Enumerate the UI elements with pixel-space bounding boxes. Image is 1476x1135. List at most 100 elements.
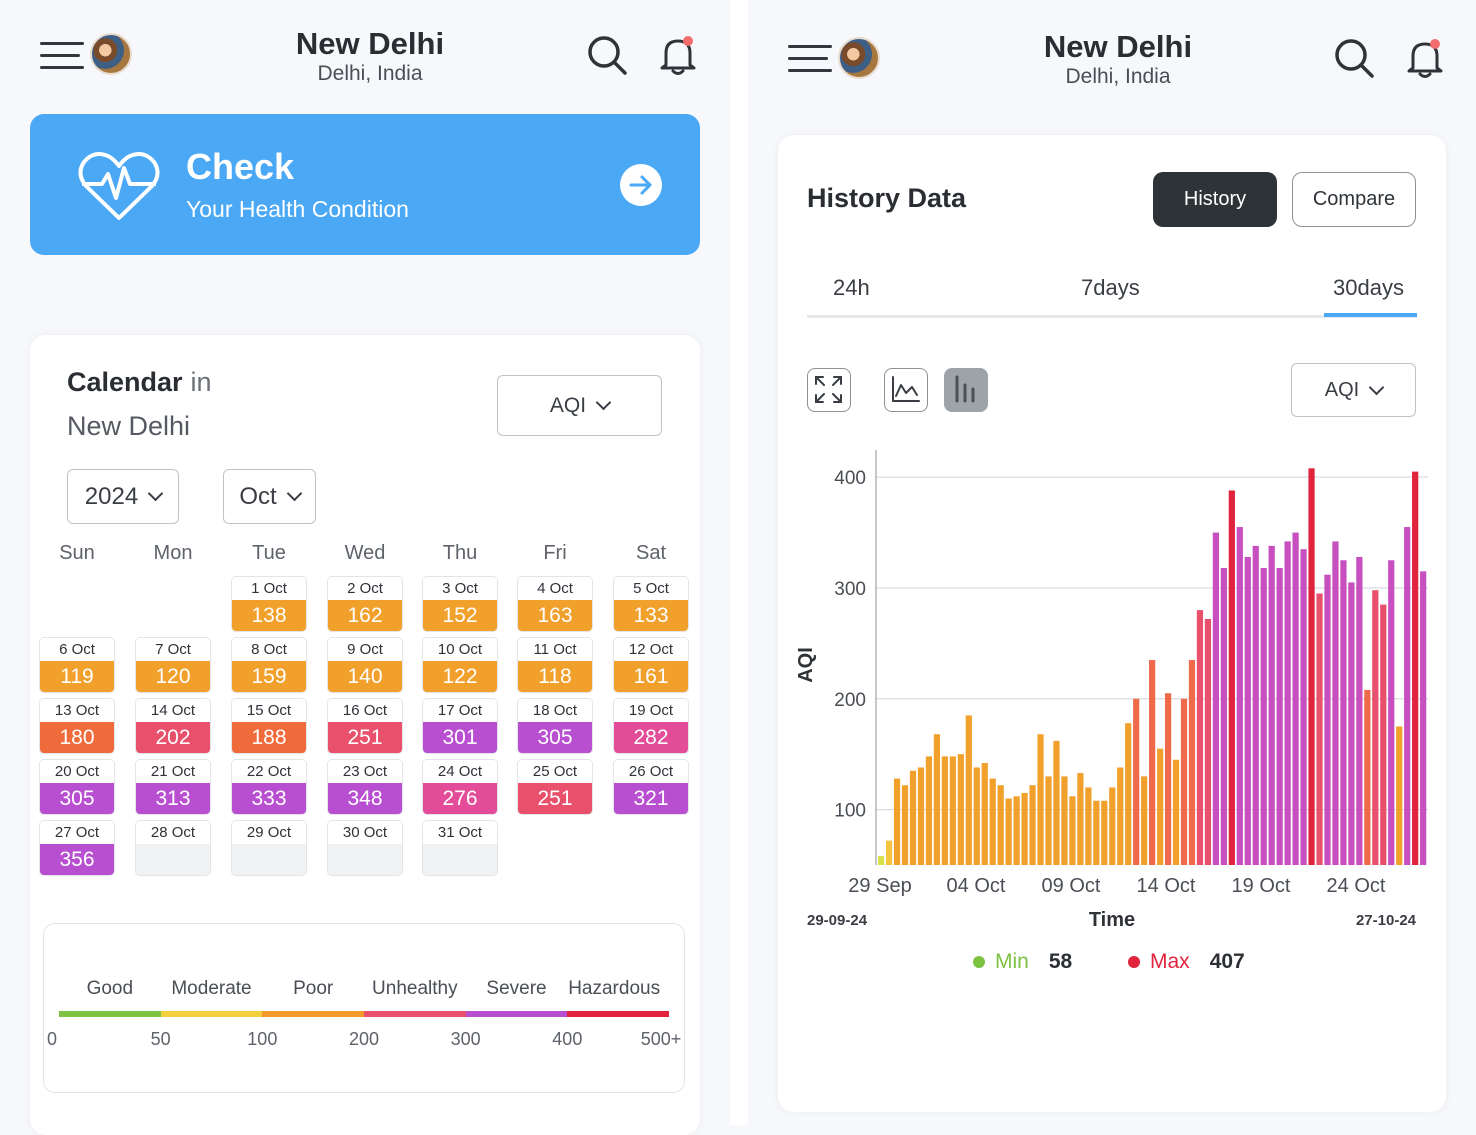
chart-bar [1396,726,1403,865]
legend-label-severe: Severe [486,978,547,999]
history-button[interactable]: History [1153,172,1277,227]
calendar-day[interactable]: 15 Oct 188 [232,699,306,753]
day-aqi-value: 305 [518,722,592,753]
check-health-card[interactable]: Check Your Health Condition [30,114,700,255]
chart-bar [1420,571,1427,865]
calendar-day[interactable]: 9 Oct 140 [328,638,402,692]
legend-color-bar [364,1011,466,1017]
avatar[interactable] [90,33,132,75]
calendar-day[interactable]: 13 Oct 180 [40,699,114,753]
calendar-day[interactable]: 7 Oct 120 [136,638,210,692]
weekday-wed: Wed [344,542,386,564]
chart-bar [973,767,980,865]
calendar-day[interactable]: 6 Oct 119 [40,638,114,692]
calendar-day[interactable]: 28 Oct [136,821,210,875]
chart-bar [965,715,972,865]
bar-chart-icon[interactable] [944,368,988,412]
chart-bar [1013,796,1020,865]
calendar-day[interactable]: 20 Oct 305 [40,760,114,814]
calendar-day[interactable]: 29 Oct [232,821,306,875]
year-select[interactable]: 2024 [67,469,179,524]
calendar-day[interactable]: 26 Oct 321 [614,760,688,814]
tab-24h[interactable]: 24h [833,275,870,300]
menu-icon[interactable] [788,43,832,73]
chart-bar [1220,568,1227,865]
calendar-day[interactable]: 3 Oct 152 [423,577,497,631]
calendar-day[interactable]: 10 Oct 122 [423,638,497,692]
month-select[interactable]: Oct [223,469,316,524]
calendar-day[interactable]: 22 Oct 333 [232,760,306,814]
chart-metric-select[interactable]: AQI [1291,363,1416,417]
chevron-down-icon [286,485,302,502]
calendar-day[interactable]: 27 Oct 356 [40,821,114,875]
bell-icon[interactable] [1403,36,1447,80]
calendar-day[interactable]: 5 Oct 133 [614,577,688,631]
day-label: 16 Oct [328,699,402,722]
chart-bar [1061,776,1068,865]
calendar-day[interactable]: 11 Oct 118 [518,638,592,692]
avatar[interactable] [838,37,880,79]
day-aqi-value [136,844,210,875]
legend-tick: 100 [247,1029,278,1049]
legend-label-poor: Poor [293,978,334,999]
screen-gap [730,0,748,1125]
day-label: 19 Oct [614,699,688,722]
day-aqi-value: 119 [40,661,114,692]
calendar-day[interactable]: 23 Oct 348 [328,760,402,814]
expand-icon[interactable] [807,368,851,412]
calendar-day[interactable]: 4 Oct 163 [518,577,592,631]
chart-bar [878,856,885,865]
legend-label-hazardous: Hazardous [568,978,661,999]
calendar-day[interactable]: 1 Oct 138 [232,577,306,631]
calendar-day[interactable]: 16 Oct 251 [328,699,402,753]
chart-bar [1085,787,1092,865]
calendar-day[interactable]: 14 Oct 202 [136,699,210,753]
menu-icon[interactable] [40,40,84,70]
calendar-day[interactable]: 17 Oct 301 [423,699,497,753]
search-icon[interactable] [585,33,629,77]
day-label: 22 Oct [232,760,306,783]
day-label: 10 Oct [423,638,497,661]
chart-bar [941,756,948,865]
calendar-day[interactable]: 18 Oct 305 [518,699,592,753]
calendar-day[interactable]: 8 Oct 159 [232,638,306,692]
day-label: 25 Oct [518,760,592,783]
calendar-day[interactable]: 12 Oct 161 [614,638,688,692]
tab-30days[interactable]: 30days [1333,275,1404,300]
metric-select[interactable]: AQI [497,375,662,436]
calendar-day[interactable]: 25 Oct 251 [518,760,592,814]
line-chart-icon[interactable] [884,368,928,412]
calendar-screen: New Delhi Delhi, India Check Your Health… [0,0,730,1135]
day-label: 7 Oct [136,638,210,661]
chart-bar [1141,776,1148,865]
calendar-day[interactable]: 30 Oct [328,821,402,875]
calendar-day[interactable]: 2 Oct 162 [328,577,402,631]
chart-bar [1164,693,1172,865]
legend-tick: 300 [450,1029,481,1049]
calendar-day[interactable]: 24 Oct 276 [423,760,497,814]
legend-color-bar [567,1011,669,1017]
bell-icon[interactable] [656,33,700,77]
chart-bar [901,785,909,865]
chart-bar [1053,740,1060,865]
search-icon[interactable] [1332,36,1376,80]
chart-bar [1204,619,1212,865]
chart-bar [1005,798,1012,865]
tab-7days[interactable]: 7days [1081,275,1140,300]
chart-bar [1284,541,1291,865]
chart-bar [989,778,996,865]
legend-color-bar [160,1011,263,1017]
day-aqi-value: 305 [40,783,114,814]
calendar-day[interactable]: 31 Oct [423,821,497,875]
compare-button[interactable]: Compare [1292,172,1416,227]
day-label: 26 Oct [614,760,688,783]
day-label: 17 Oct [423,699,497,722]
calendar-day[interactable]: 19 Oct 282 [614,699,688,753]
day-aqi-value: 348 [328,783,402,814]
arrow-right-icon[interactable] [620,164,662,206]
day-label: 18 Oct [518,699,592,722]
day-label: 8 Oct [232,638,306,661]
check-title: Check [186,146,295,187]
aqi-bar-chart-svg: 100 200 300 400 AQI 29 Sep 04 Oct 09 Oct 14 Oct 1… [795,450,1428,931]
calendar-day[interactable]: 21 Oct 313 [136,760,210,814]
